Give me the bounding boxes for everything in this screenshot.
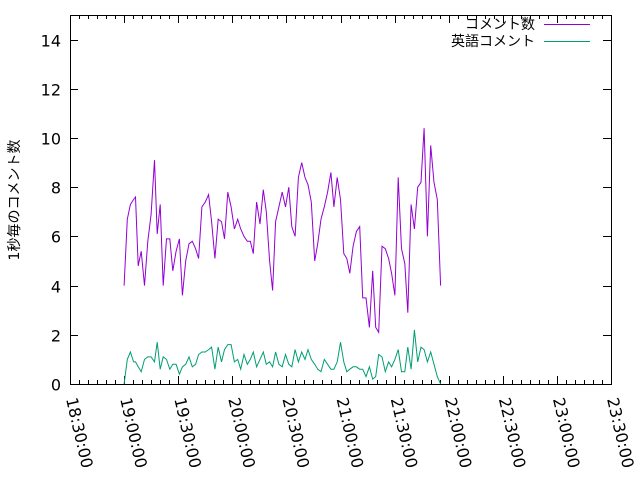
y-tick-label: 0 [51,376,61,395]
y-tick-label: 4 [51,278,61,297]
series-line-1 [123,128,442,334]
y-tick-label: 12 [41,81,61,100]
y-axis-label: 1秒毎のコメント数 [7,140,23,261]
legend-label-1: コメント数 [465,17,535,33]
y-tick-label: 8 [51,179,61,198]
y-tick-label: 14 [41,32,61,51]
series-line-2 [123,329,442,385]
series-layer [123,128,442,385]
legend-label-2: 英語コメント [451,33,535,50]
y-tick-label: 10 [41,130,61,149]
y-tick-label: 6 [51,228,61,247]
y-axis: 0 2 4 6 8 10 12 14 [41,32,611,395]
y-tick-label: 2 [51,327,61,346]
